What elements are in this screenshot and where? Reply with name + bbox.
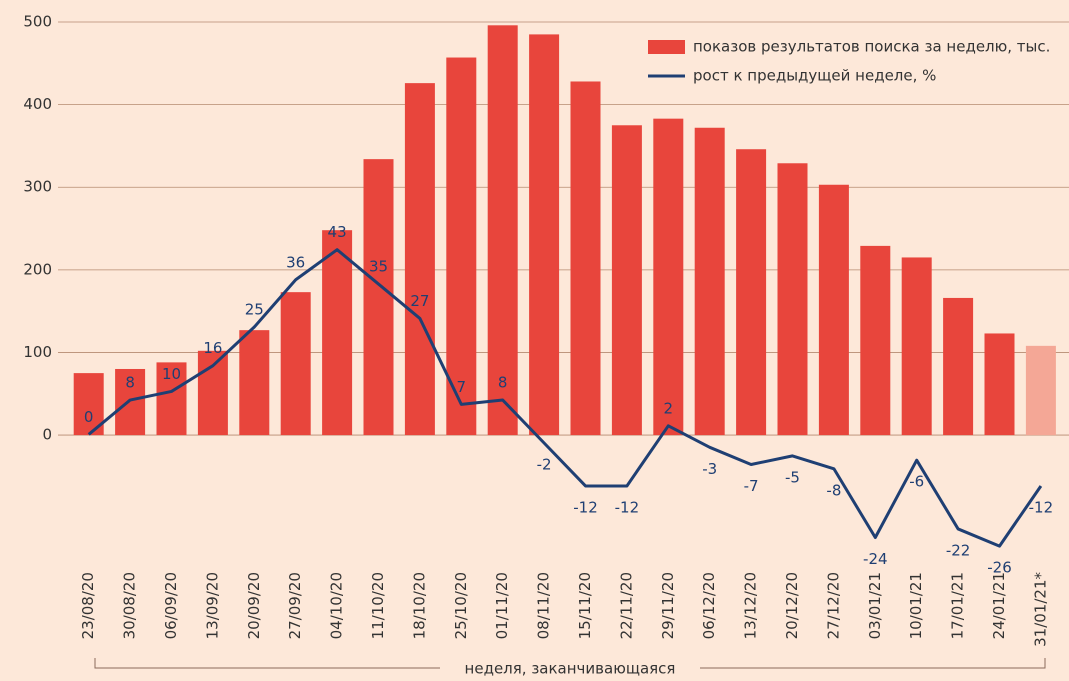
bar <box>280 292 311 436</box>
data-label: -3 <box>702 460 717 478</box>
bar <box>570 81 601 436</box>
x-tick-label: 31/01/21* <box>1031 572 1049 647</box>
data-label: 16 <box>203 339 222 357</box>
legend-label: показов результатов поиска за неделю, ты… <box>693 38 1050 56</box>
bar <box>239 330 270 436</box>
data-label: -24 <box>863 550 888 568</box>
bar <box>611 125 642 436</box>
bar <box>404 83 435 436</box>
data-label: -6 <box>909 473 924 491</box>
x-tick-label: 13/12/20 <box>742 572 760 639</box>
x-tick-label: 18/10/20 <box>410 572 428 639</box>
y-tick-label: 300 <box>23 178 52 196</box>
y-tick-label: 500 <box>23 13 52 31</box>
x-tick-label: 25/10/20 <box>452 572 470 639</box>
x-tick-label: 06/12/20 <box>700 572 718 639</box>
data-label: -26 <box>987 559 1012 577</box>
y-tick-label: 100 <box>23 343 52 361</box>
bar <box>529 34 560 436</box>
y-tick-label: 0 <box>42 426 52 444</box>
x-tick-label: 10/01/21 <box>907 572 925 639</box>
data-label: -5 <box>785 468 800 486</box>
data-label: 7 <box>457 378 467 396</box>
bar <box>818 184 849 436</box>
line <box>87 248 1043 548</box>
x-tick-label: 22/11/20 <box>617 572 635 639</box>
legend-label: рост к предыдущей неделе, % <box>693 67 936 85</box>
data-label: 2 <box>664 399 674 417</box>
data-label: -2 <box>537 456 552 474</box>
x-tick-label: 20/09/20 <box>245 572 263 639</box>
bar <box>943 297 974 436</box>
x-tick-label: 24/01/21 <box>990 572 1008 639</box>
data-label: 35 <box>369 258 388 276</box>
x-tick-label: 04/10/20 <box>328 572 346 639</box>
x-tick-label: 17/01/21 <box>949 572 967 639</box>
data-label: -22 <box>946 541 971 559</box>
x-label-bg <box>440 658 700 678</box>
bar <box>694 127 725 436</box>
x-tick-label: 13/09/20 <box>203 572 221 639</box>
data-label: -12 <box>615 498 640 516</box>
bar <box>1025 345 1056 436</box>
legend-swatch <box>648 40 685 54</box>
x-tick-label: 15/11/20 <box>576 572 594 639</box>
bar <box>777 163 808 436</box>
data-label: 36 <box>286 253 305 271</box>
x-tick-label: 11/10/20 <box>369 572 387 639</box>
y-tick-label: 200 <box>23 260 52 278</box>
bar <box>901 257 932 436</box>
x-tick-label: 27/12/20 <box>824 572 842 639</box>
data-label: 8 <box>498 374 508 392</box>
bar <box>860 245 891 436</box>
data-label: -12 <box>1029 498 1054 516</box>
bar <box>984 333 1015 436</box>
y-tick-label: 400 <box>23 95 52 113</box>
data-label: 27 <box>410 292 429 310</box>
bar <box>653 118 684 436</box>
x-tick-label: 01/11/20 <box>493 572 511 639</box>
bar <box>487 25 518 436</box>
bar <box>446 57 477 436</box>
bar <box>363 159 394 436</box>
x-tick-label: 06/09/20 <box>162 572 180 639</box>
x-tick-label: 20/12/20 <box>783 572 801 639</box>
bar <box>197 350 228 436</box>
data-label: -8 <box>826 481 841 499</box>
bar <box>736 149 767 436</box>
bar <box>156 362 187 436</box>
x-tick-label: 23/08/20 <box>79 572 97 639</box>
bar <box>115 368 146 436</box>
x-tick-label: 30/08/20 <box>121 572 139 639</box>
data-label: 43 <box>328 223 347 241</box>
data-label: 0 <box>84 408 94 426</box>
x-tick-label: 27/09/20 <box>286 572 304 639</box>
bar <box>322 230 353 436</box>
x-axis-label: неделя, заканчивающаяся <box>465 660 676 678</box>
x-tick-label: 29/11/20 <box>659 572 677 639</box>
x-tick-label: 08/11/20 <box>535 572 553 639</box>
x-tick-label: 03/01/21 <box>866 572 884 639</box>
data-label: 8 <box>125 374 135 392</box>
data-label: -7 <box>744 477 759 495</box>
data-label: 25 <box>245 301 264 319</box>
data-label: -12 <box>573 498 598 516</box>
data-label: 10 <box>162 365 181 383</box>
